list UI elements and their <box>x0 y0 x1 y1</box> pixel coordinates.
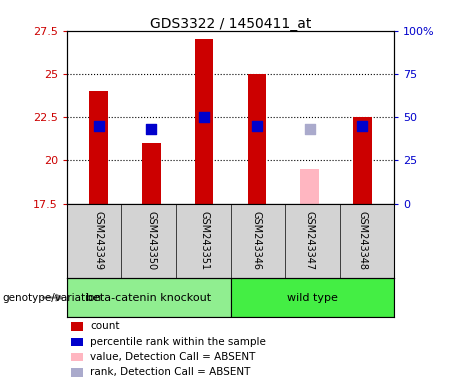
Bar <box>142 143 160 204</box>
Text: GDS3322 / 1450411_at: GDS3322 / 1450411_at <box>150 17 311 31</box>
Text: count: count <box>90 321 119 331</box>
Point <box>95 123 102 129</box>
Text: genotype/variation: genotype/variation <box>2 293 101 303</box>
Text: rank, Detection Call = ABSENT: rank, Detection Call = ABSENT <box>90 367 250 377</box>
Text: wild type: wild type <box>287 293 338 303</box>
Bar <box>230 278 394 317</box>
Text: value, Detection Call = ABSENT: value, Detection Call = ABSENT <box>90 352 255 362</box>
Point <box>201 114 208 120</box>
Point <box>253 123 260 129</box>
Text: GSM243350: GSM243350 <box>146 212 156 270</box>
Text: GSM243349: GSM243349 <box>94 212 104 270</box>
Bar <box>301 169 319 204</box>
Bar <box>89 91 108 204</box>
Text: beta-catenin knockout: beta-catenin knockout <box>86 293 211 303</box>
Text: GSM243347: GSM243347 <box>305 212 315 270</box>
Text: GSM243351: GSM243351 <box>199 212 209 270</box>
Point <box>359 123 366 129</box>
Bar <box>248 74 266 204</box>
Bar <box>195 40 213 204</box>
Text: GSM243348: GSM243348 <box>357 212 367 270</box>
Bar <box>67 278 230 317</box>
Text: percentile rank within the sample: percentile rank within the sample <box>90 337 266 347</box>
Text: GSM243346: GSM243346 <box>252 212 262 270</box>
Point <box>306 126 313 132</box>
Bar <box>353 117 372 204</box>
Point <box>148 126 155 132</box>
